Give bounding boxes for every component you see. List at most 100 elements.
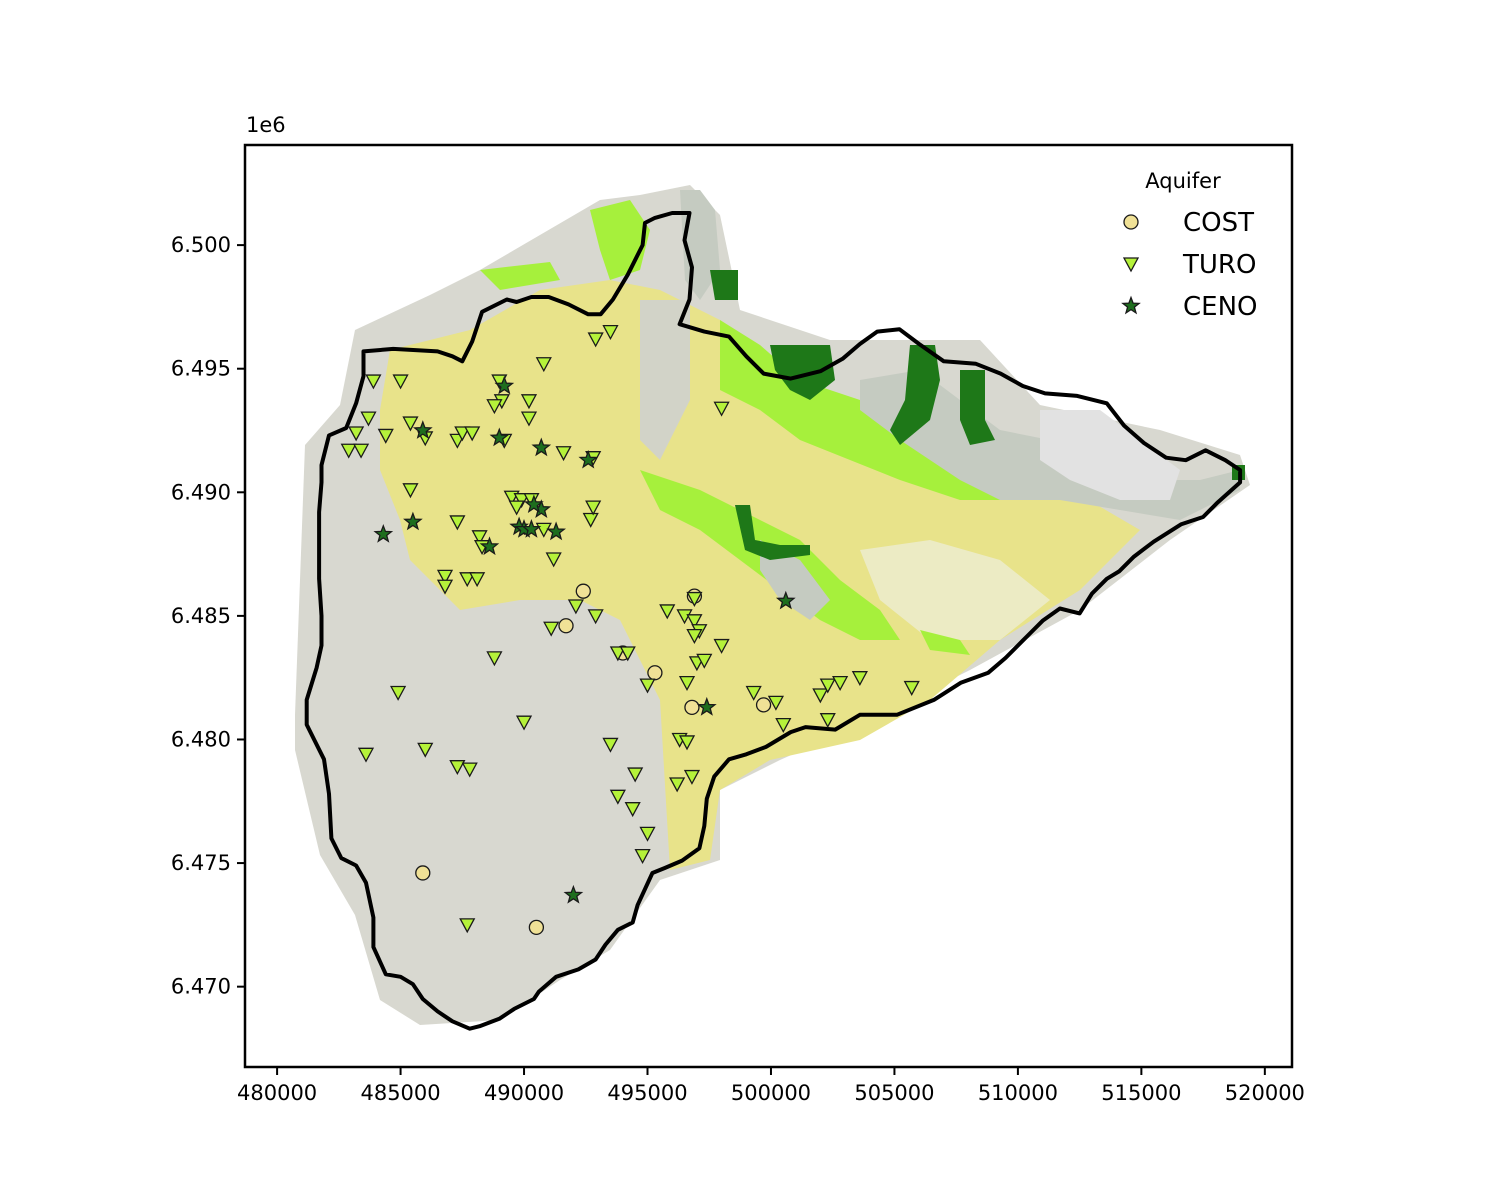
raster-bright-green-5 (920, 630, 970, 655)
turo-point (459, 572, 476, 588)
turo-point (683, 769, 701, 785)
cost-point (684, 699, 700, 715)
cost-point (575, 583, 591, 599)
turo-point (609, 646, 626, 662)
turo-point (360, 411, 377, 427)
cost-point (528, 919, 545, 935)
turo-point (535, 357, 552, 373)
turo-point (812, 688, 829, 704)
raster-light-grey-east (1040, 410, 1180, 500)
raster-grey-mid (760, 540, 830, 620)
turo-point (587, 609, 604, 625)
x-tick-label: 500000 (731, 1081, 811, 1105)
turo-point (508, 500, 525, 516)
ceno-point (494, 375, 515, 395)
x-tick-label: 490000 (484, 1081, 564, 1105)
ceno-point (524, 494, 544, 514)
x-tick-label: 510000 (978, 1081, 1058, 1105)
series-turo (340, 324, 920, 934)
legend-title: Aquifer (1145, 169, 1221, 193)
turo-point (627, 767, 644, 783)
ceno-point (546, 521, 567, 541)
turo-point (587, 332, 604, 348)
turo-point (469, 572, 486, 588)
turo-point (402, 483, 419, 499)
turo-point (449, 515, 466, 531)
turo-point (390, 685, 407, 701)
y-tick-label: 6.495 (171, 357, 231, 381)
turo-point (602, 324, 619, 340)
raster-dark-green-3 (890, 345, 940, 445)
raster-dark-green-5 (735, 505, 810, 560)
legend-label-turo: TURO (1182, 250, 1256, 280)
legend-marker-turo (1122, 257, 1140, 273)
turo-point (567, 599, 584, 615)
y-axis-offset-text: 1e6 (246, 113, 286, 137)
x-tick-label: 520000 (1225, 1081, 1305, 1105)
raster-dark-green-4 (960, 370, 995, 445)
turo-point (713, 638, 730, 654)
turo-point (461, 762, 478, 778)
y-tick-label: 6.500 (171, 233, 231, 257)
cost-point (415, 865, 431, 881)
catchment-boundary (304, 211, 1243, 1031)
turo-point (639, 826, 656, 842)
turo-point (582, 512, 599, 528)
legend-marker-ceno (1121, 295, 1141, 315)
turo-point (436, 579, 454, 595)
turo-point (513, 493, 530, 509)
legend: Aquifer COST TURO CENO (1121, 169, 1258, 322)
turo-point (357, 747, 375, 763)
turo-point (686, 614, 703, 630)
turo-point (436, 569, 454, 585)
raster-dark-green-1 (710, 270, 738, 300)
legend-marker-cost (1123, 214, 1139, 230)
legend-label-ceno: CENO (1183, 292, 1258, 322)
turo-point (459, 918, 476, 934)
turo-point (486, 651, 503, 667)
turo-point (471, 530, 488, 546)
ceno-point (521, 519, 542, 538)
plot-frame (243, 143, 1294, 1069)
turo-point (851, 671, 868, 687)
turo-point (486, 399, 503, 415)
y-tick-label: 6.490 (171, 480, 231, 504)
turo-point (464, 426, 481, 442)
ceno-point (479, 536, 500, 556)
x-tick-label: 485000 (360, 1081, 440, 1105)
turo-point (696, 653, 713, 669)
y-tick-label: 6.485 (171, 604, 231, 628)
turo-point (819, 713, 836, 729)
cost-point (647, 665, 663, 681)
turo-point (832, 675, 849, 691)
cost-point (558, 618, 574, 634)
turo-point (402, 416, 419, 432)
land-cover-raster (295, 185, 1250, 1025)
turo-point (678, 735, 696, 751)
x-tick-label: 515000 (1101, 1081, 1181, 1105)
cost-point (755, 697, 772, 713)
turo-point (340, 443, 357, 459)
turo-point (659, 604, 676, 620)
ceno-point (531, 437, 552, 457)
raster-bright-green-1 (480, 262, 560, 290)
ceno-point (775, 590, 796, 610)
raster-grey-central (640, 300, 690, 460)
ceno-point (578, 449, 599, 469)
turo-point (520, 411, 538, 427)
ceno-point (696, 696, 717, 716)
turo-point (686, 591, 703, 607)
turo-point (767, 695, 784, 711)
aquifer-points (340, 324, 920, 935)
turo-point (602, 737, 619, 753)
turo-point (454, 426, 471, 442)
raster-pale-zone (860, 540, 1050, 640)
raster-dark-green-2 (770, 345, 835, 400)
turo-point (515, 715, 533, 731)
x-tick-label: 495000 (607, 1081, 687, 1105)
ceno-point (403, 511, 423, 531)
y-tick-label: 6.470 (171, 975, 231, 999)
turo-point (819, 678, 836, 694)
turo-point (745, 685, 762, 701)
turo-point (639, 678, 656, 694)
